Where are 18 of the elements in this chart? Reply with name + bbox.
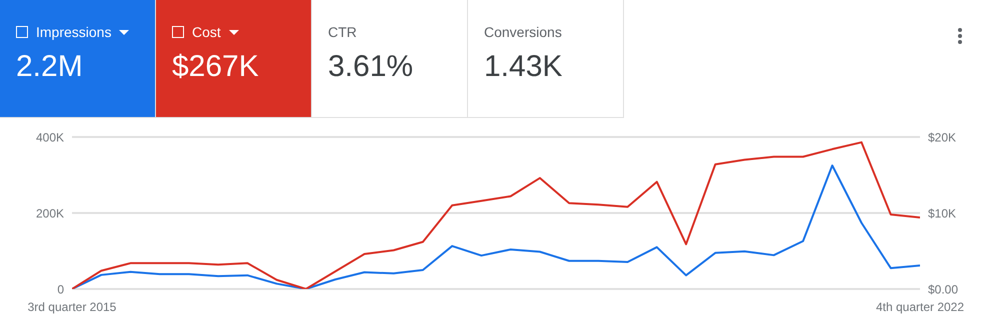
y-tick-label: 400K: [36, 130, 64, 144]
legend-label: Impressions: [36, 24, 112, 40]
text: CTR: [328, 24, 357, 40]
text: 3.61%: [328, 50, 414, 84]
y-tick-label: 200K: [36, 206, 64, 220]
text: Conversions: [484, 24, 562, 40]
text: $267K: [172, 50, 260, 84]
x-tick-label: 3rd quarter 2015: [28, 300, 117, 314]
y2-tick-label: $0.00: [928, 282, 958, 296]
line-series: [72, 141, 920, 289]
text: 2.2M: [16, 50, 84, 84]
y2-tick-label: $10K: [928, 206, 956, 220]
legend-label: Cost: [192, 24, 221, 40]
y-tick-label: 0: [57, 282, 64, 296]
y2-tick-label: $20K: [928, 130, 956, 144]
line-series: [72, 164, 920, 289]
x-tick-label: 4th quarter 2022: [876, 300, 964, 314]
text: 1.43K: [484, 50, 564, 84]
